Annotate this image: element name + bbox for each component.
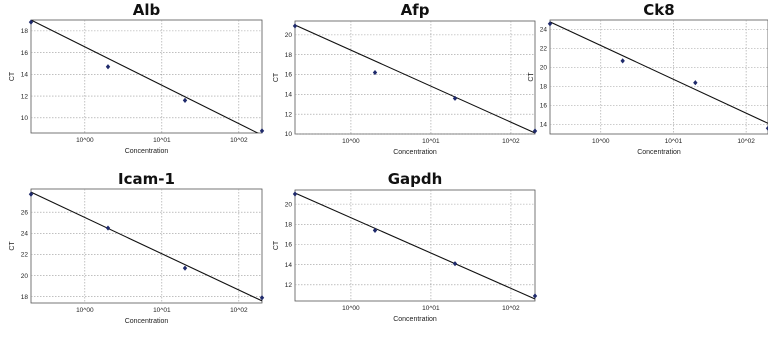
data-point bbox=[292, 23, 298, 29]
y-tick-label: 12 bbox=[285, 282, 293, 289]
y-axis-label: CT bbox=[9, 71, 16, 81]
fit-line bbox=[31, 191, 262, 302]
x-tick-label: 10^01 bbox=[422, 305, 440, 312]
data-point bbox=[547, 21, 553, 27]
data-point bbox=[28, 19, 34, 25]
chart-title: Alb bbox=[133, 1, 161, 19]
x-tick-label: 10^02 bbox=[230, 137, 248, 144]
x-tick-label: 10^01 bbox=[153, 137, 171, 144]
y-axis-label: CT bbox=[528, 72, 535, 82]
fit-line bbox=[295, 192, 535, 300]
y-tick-label: 14 bbox=[540, 122, 548, 129]
chart-title: Icam-1 bbox=[118, 170, 175, 188]
y-tick-label: 20 bbox=[540, 65, 548, 72]
y-tick-label: 20 bbox=[285, 201, 293, 208]
fit-line bbox=[295, 24, 535, 134]
y-tick-label: 18 bbox=[285, 222, 293, 229]
data-point bbox=[532, 128, 538, 134]
x-tick-label: 10^02 bbox=[502, 138, 520, 145]
data-point bbox=[532, 293, 538, 299]
data-point bbox=[259, 128, 265, 134]
data-point bbox=[182, 265, 188, 271]
fit-line bbox=[550, 21, 768, 124]
x-axis-label: Concentration bbox=[125, 148, 169, 155]
y-tick-label: 18 bbox=[540, 84, 548, 91]
x-tick-label: 10^01 bbox=[153, 307, 171, 314]
x-tick-label: 10^00 bbox=[342, 305, 360, 312]
chart-panel-gapdh: Gapdh 12 14 16 18 20 10^00 10^01 10^02 Concentrat… bbox=[273, 170, 538, 323]
y-tick-label: 10 bbox=[285, 131, 293, 138]
x-axis-label: Concentration bbox=[637, 149, 681, 156]
y-tick-label: 14 bbox=[285, 262, 293, 269]
x-axis-label: Concentration bbox=[125, 318, 169, 325]
y-tick-label: 22 bbox=[21, 252, 29, 259]
data-point bbox=[259, 295, 265, 301]
data-point bbox=[292, 191, 298, 197]
y-tick-label: 20 bbox=[21, 273, 29, 280]
y-tick-label: 22 bbox=[540, 46, 548, 53]
data-point bbox=[182, 97, 188, 104]
y-tick-label: 12 bbox=[285, 111, 293, 118]
y-tick-label: 16 bbox=[285, 72, 293, 79]
x-tick-label: 10^00 bbox=[342, 138, 360, 145]
y-tick-label: 10 bbox=[21, 115, 29, 122]
y-axis-label: CT bbox=[273, 72, 280, 82]
y-tick-label: 14 bbox=[21, 72, 29, 79]
chart-title: Ck8 bbox=[643, 1, 674, 19]
chart-panel-alb: Alb 10 12 14 16 18 10^00 10^01 10^02 Concentratio… bbox=[9, 1, 265, 155]
y-tick-label: 18 bbox=[285, 52, 293, 59]
y-tick-label: 24 bbox=[540, 27, 548, 34]
chart-title: Afp bbox=[401, 1, 430, 19]
x-tick-label: 10^02 bbox=[230, 307, 248, 314]
y-tick-label: 18 bbox=[21, 28, 29, 35]
chart-panel-afp: Afp 10 12 14 16 18 20 10^00 10^01 10^02 Concentrat… bbox=[273, 1, 538, 156]
data-point bbox=[452, 261, 458, 267]
x-tick-label: 10^02 bbox=[737, 138, 755, 145]
data-point bbox=[28, 191, 34, 197]
x-axis-label: Concentration bbox=[393, 149, 437, 156]
y-axis-label: CT bbox=[273, 240, 280, 250]
data-point bbox=[452, 95, 458, 101]
y-tick-label: 16 bbox=[285, 242, 293, 249]
x-tick-label: 10^00 bbox=[76, 137, 94, 144]
x-tick-label: 10^01 bbox=[665, 138, 683, 145]
data-point bbox=[372, 69, 378, 76]
data-point bbox=[105, 64, 111, 70]
x-tick-label: 10^00 bbox=[76, 307, 94, 314]
y-tick-label: 12 bbox=[21, 93, 29, 100]
fit-line bbox=[31, 20, 259, 133]
chart-panel-ck8: Ck8 14 16 18 20 22 24 10^00 10^01 10^02 Concentrat… bbox=[528, 1, 768, 156]
y-tick-label: 26 bbox=[21, 209, 29, 216]
chart-title: Gapdh bbox=[388, 170, 443, 188]
data-point bbox=[105, 225, 111, 231]
y-axis-label: CT bbox=[9, 241, 16, 251]
y-tick-label: 16 bbox=[21, 50, 29, 57]
data-point bbox=[372, 227, 378, 233]
y-tick-label: 16 bbox=[540, 103, 548, 110]
data-point bbox=[765, 125, 768, 131]
x-tick-label: 10^02 bbox=[502, 305, 520, 312]
chart-panel-icam-1: Icam-1 18 20 22 24 26 10^00 10^01 10^02 Concentra… bbox=[9, 170, 265, 325]
x-tick-label: 10^00 bbox=[592, 138, 610, 145]
x-tick-label: 10^01 bbox=[422, 138, 440, 145]
y-tick-label: 14 bbox=[285, 92, 293, 99]
x-axis-label: Concentration bbox=[393, 316, 437, 323]
y-tick-label: 24 bbox=[21, 231, 29, 238]
y-tick-label: 18 bbox=[21, 294, 29, 301]
y-tick-label: 20 bbox=[285, 32, 293, 39]
